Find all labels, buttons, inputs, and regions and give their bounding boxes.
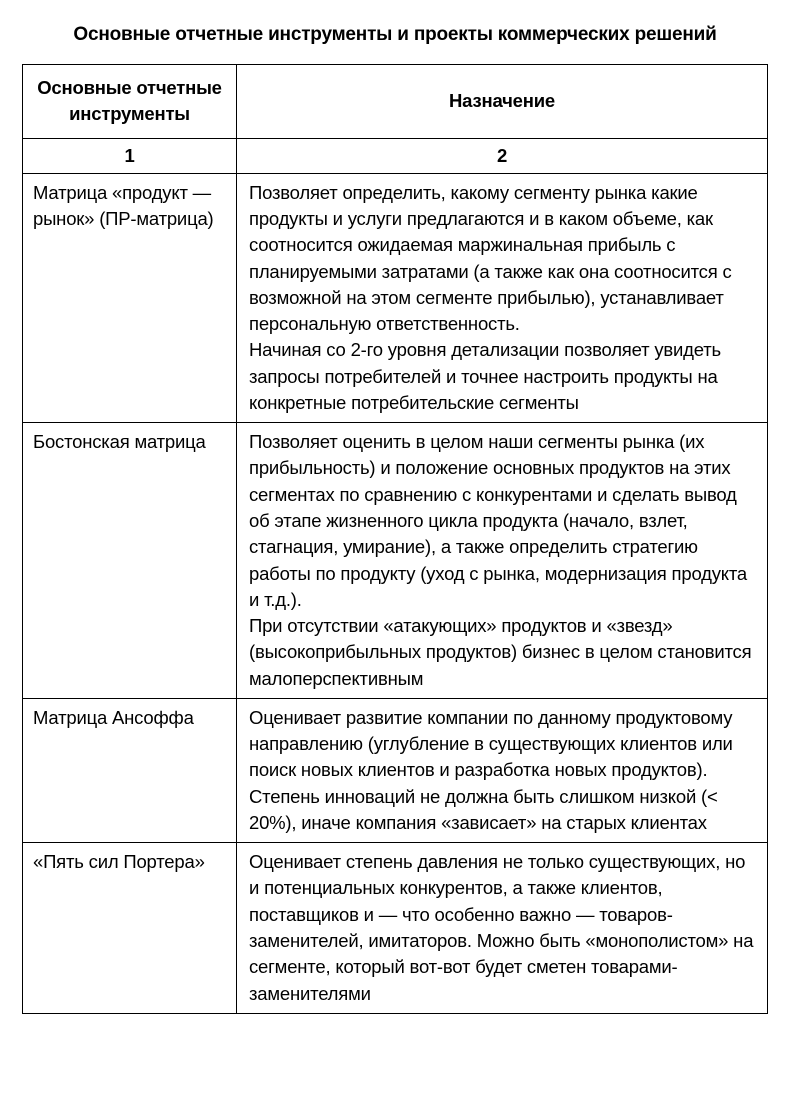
row-purpose-p1: Оценивает степень давления не только сущ…: [249, 851, 753, 1003]
row-instrument: Матрица Ансоффа: [23, 698, 237, 842]
page-title: Основные отчетные инструменты и проекты …: [22, 24, 768, 46]
subheader-col-2: 2: [237, 138, 768, 173]
header-col-2: Назначение: [237, 65, 768, 139]
table-row: «Пять сил Портера» Оценивает степень дав…: [23, 843, 768, 1014]
table-header-row: Основные отчетные инструменты Назначение: [23, 65, 768, 139]
subheader-col-1: 1: [23, 138, 237, 173]
row-instrument: Бостонская матрица: [23, 423, 237, 699]
row-purpose-p1: Оценивает развитие компании по данному п…: [249, 707, 733, 833]
row-purpose: Оценивает степень давления не только сущ…: [237, 843, 768, 1014]
row-instrument: «Пять сил Портера»: [23, 843, 237, 1014]
row-purpose: Оценивает развитие компании по данному п…: [237, 698, 768, 842]
table-subheader-row: 1 2: [23, 138, 768, 173]
header-col-1: Основные отчетные инструменты: [23, 65, 237, 139]
row-instrument: Матрица «продукт — рынок» (ПР-матрица): [23, 173, 237, 422]
row-purpose-p1: Позволяет определить, какому сегменту ры…: [249, 182, 732, 334]
row-purpose-p2: При отсутствии «атакующих» продуктов и «…: [249, 615, 751, 689]
table-row: Бостонская матрица Позволяет оценить в ц…: [23, 423, 768, 699]
row-purpose: Позволяет определить, какому сегменту ры…: [237, 173, 768, 422]
row-purpose-p2: Начиная со 2-го уровня детализации позво…: [249, 339, 721, 413]
row-purpose-p1: Позволяет оценить в целом наши сегменты …: [249, 431, 747, 610]
table-row: Матрица Ансоффа Оценивает развитие компа…: [23, 698, 768, 842]
table-row: Матрица «продукт — рынок» (ПР-матрица) П…: [23, 173, 768, 422]
table-body: Матрица «продукт — рынок» (ПР-матрица) П…: [23, 173, 768, 1013]
instruments-table: Основные отчетные инструменты Назначение…: [22, 64, 768, 1014]
row-purpose: Позволяет оценить в целом наши сегменты …: [237, 423, 768, 699]
